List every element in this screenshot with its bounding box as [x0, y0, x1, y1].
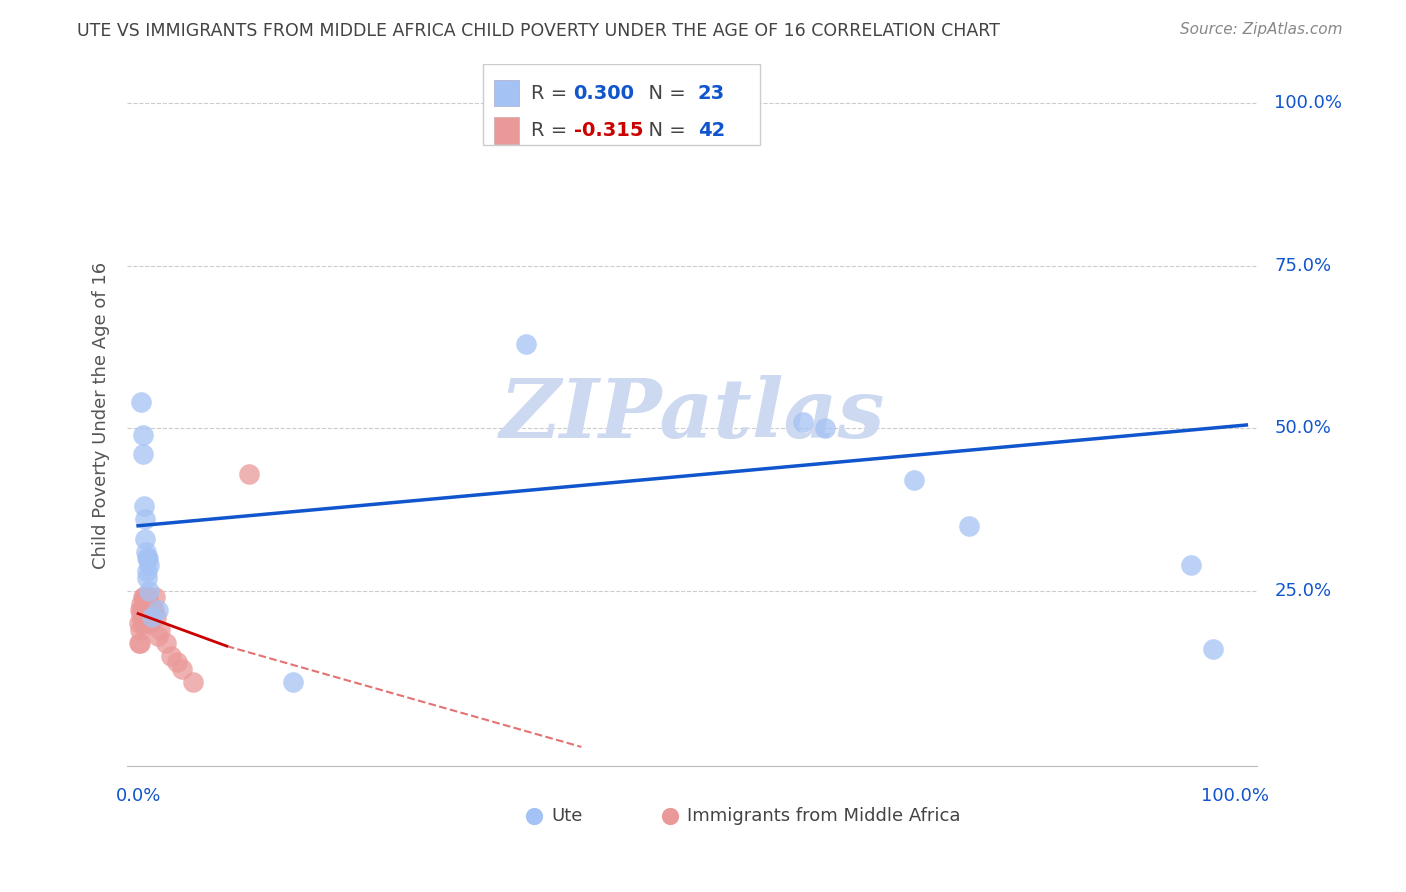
Point — [146, 629, 169, 643]
Point — [136, 551, 159, 566]
Point — [136, 610, 159, 624]
Point — [134, 532, 156, 546]
Point — [136, 591, 159, 605]
Point — [132, 597, 155, 611]
Point — [138, 597, 160, 611]
Point — [132, 616, 155, 631]
Point — [131, 603, 153, 617]
Text: -0.315: -0.315 — [574, 120, 643, 140]
Text: 25.0%: 25.0% — [1274, 582, 1331, 599]
Text: 100.0%: 100.0% — [1274, 94, 1343, 112]
Point — [136, 603, 159, 617]
Point — [132, 610, 155, 624]
FancyBboxPatch shape — [495, 79, 519, 106]
Point — [131, 603, 153, 617]
Point — [131, 597, 153, 611]
Text: N =: N = — [636, 84, 692, 103]
Y-axis label: Child Poverty Under the Age of 16: Child Poverty Under the Age of 16 — [93, 261, 110, 569]
Point — [526, 792, 548, 806]
Point — [138, 583, 160, 598]
Text: 23: 23 — [697, 84, 725, 103]
Point — [131, 616, 153, 631]
Point — [143, 591, 166, 605]
Text: R =: R = — [530, 84, 574, 103]
Point — [134, 512, 156, 526]
Point — [131, 610, 153, 624]
Point — [136, 551, 159, 566]
Point — [131, 591, 153, 605]
Point — [138, 558, 160, 572]
Point — [136, 571, 159, 585]
Point — [166, 656, 188, 670]
Point — [957, 518, 980, 533]
Point — [134, 616, 156, 631]
Point — [131, 447, 153, 461]
Point — [135, 597, 157, 611]
FancyBboxPatch shape — [484, 64, 761, 145]
Point — [136, 591, 159, 605]
Text: Immigrants from Middle Africa: Immigrants from Middle Africa — [686, 806, 960, 824]
Text: 42: 42 — [697, 120, 725, 140]
Text: Source: ZipAtlas.com: Source: ZipAtlas.com — [1180, 22, 1343, 37]
Point — [141, 610, 163, 624]
Point — [129, 623, 152, 637]
Point — [132, 591, 155, 605]
Point — [515, 336, 537, 351]
Point — [149, 623, 172, 637]
Point — [139, 603, 162, 617]
Text: R =: R = — [530, 120, 574, 140]
Point — [134, 603, 156, 617]
Text: N =: N = — [636, 120, 692, 140]
Text: ZIPatlas: ZIPatlas — [499, 376, 884, 455]
Point — [238, 467, 260, 481]
Text: 0.0%: 0.0% — [115, 788, 162, 805]
Point — [1202, 642, 1225, 657]
Text: 75.0%: 75.0% — [1274, 257, 1331, 275]
Text: 50.0%: 50.0% — [1274, 419, 1331, 437]
Point — [283, 674, 305, 689]
Point — [141, 603, 163, 617]
Point — [131, 427, 153, 442]
Point — [160, 648, 183, 663]
Point — [132, 500, 155, 514]
Point — [135, 610, 157, 624]
Point — [129, 603, 152, 617]
Point — [141, 610, 163, 624]
FancyBboxPatch shape — [495, 117, 519, 144]
Point — [659, 792, 682, 806]
Point — [814, 421, 837, 435]
Point — [129, 636, 152, 650]
Point — [131, 395, 153, 409]
Point — [135, 545, 157, 559]
Point — [142, 603, 165, 617]
Point — [183, 674, 205, 689]
Point — [139, 616, 162, 631]
Point — [138, 610, 160, 624]
Point — [903, 473, 925, 487]
Text: 0.300: 0.300 — [574, 84, 634, 103]
Point — [172, 662, 194, 676]
Text: Ute: Ute — [551, 806, 582, 824]
Point — [155, 636, 177, 650]
Point — [134, 591, 156, 605]
Text: UTE VS IMMIGRANTS FROM MIDDLE AFRICA CHILD POVERTY UNDER THE AGE OF 16 CORRELATI: UTE VS IMMIGRANTS FROM MIDDLE AFRICA CHI… — [77, 22, 1000, 40]
Point — [141, 603, 163, 617]
Point — [128, 616, 150, 631]
Point — [1180, 558, 1202, 572]
Text: 100.0%: 100.0% — [1201, 788, 1268, 805]
Point — [792, 415, 814, 429]
Point — [146, 603, 169, 617]
Point — [145, 610, 167, 624]
Point — [136, 564, 159, 578]
Point — [128, 636, 150, 650]
